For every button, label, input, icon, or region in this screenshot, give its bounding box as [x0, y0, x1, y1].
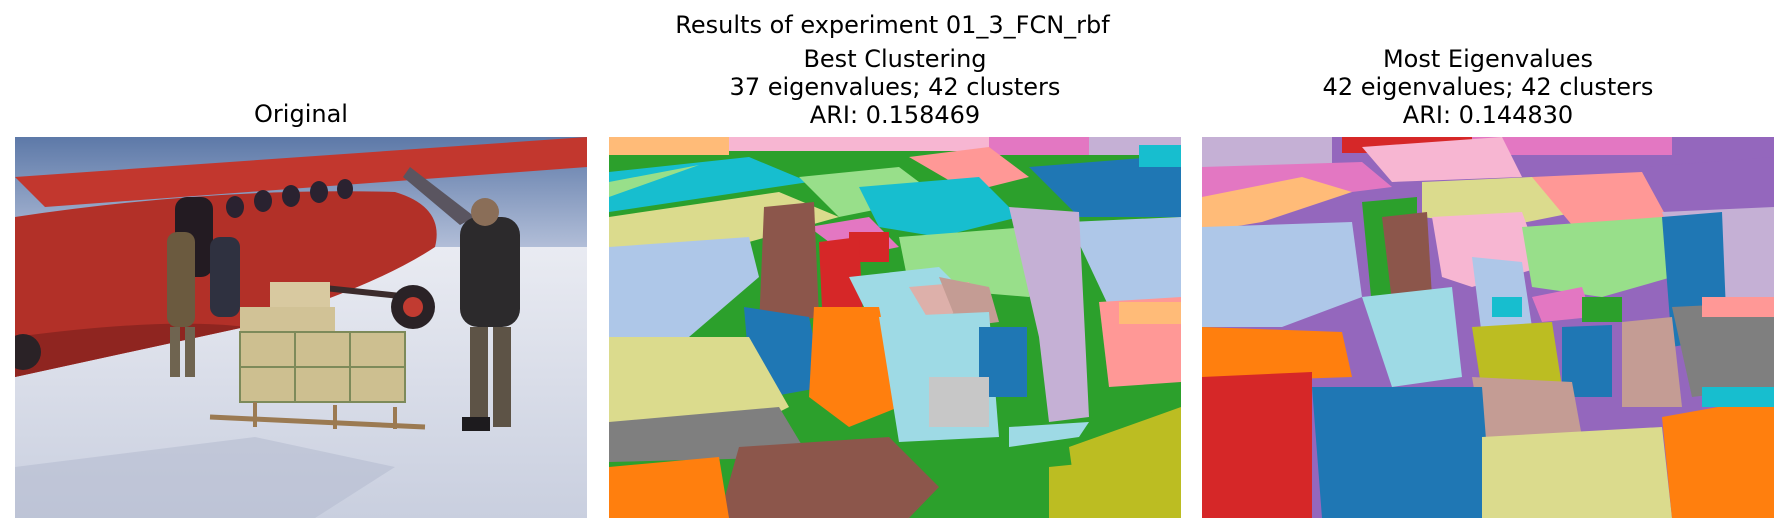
- panel-title-line: 42 eigenvalues; 42 clusters: [1322, 73, 1654, 101]
- figure-title: Results of experiment 01_3_FCN_rbf: [675, 11, 1110, 39]
- panel-title-original: Original: [15, 100, 587, 128]
- original-photo: [15, 137, 587, 518]
- panel-title-line: Best Clustering: [803, 45, 987, 73]
- panel-title-line: Original: [254, 100, 348, 128]
- most-eigenvalues-map: [1202, 137, 1774, 518]
- panel-title-line: ARI: 0.158469: [809, 101, 981, 129]
- panel-title-line: Most Eigenvalues: [1382, 45, 1594, 73]
- panel-title-best-clustering: Best Clustering 37 eigenvalues; 42 clust…: [609, 45, 1181, 129]
- panel-title-line: 37 eigenvalues; 42 clusters: [729, 73, 1061, 101]
- panel-title-line: ARI: 0.144830: [1402, 101, 1574, 129]
- best-clustering-map: [609, 137, 1181, 518]
- panel-title-most-eigenvalues: Most Eigenvalues 42 eigenvalues; 42 clus…: [1202, 45, 1774, 129]
